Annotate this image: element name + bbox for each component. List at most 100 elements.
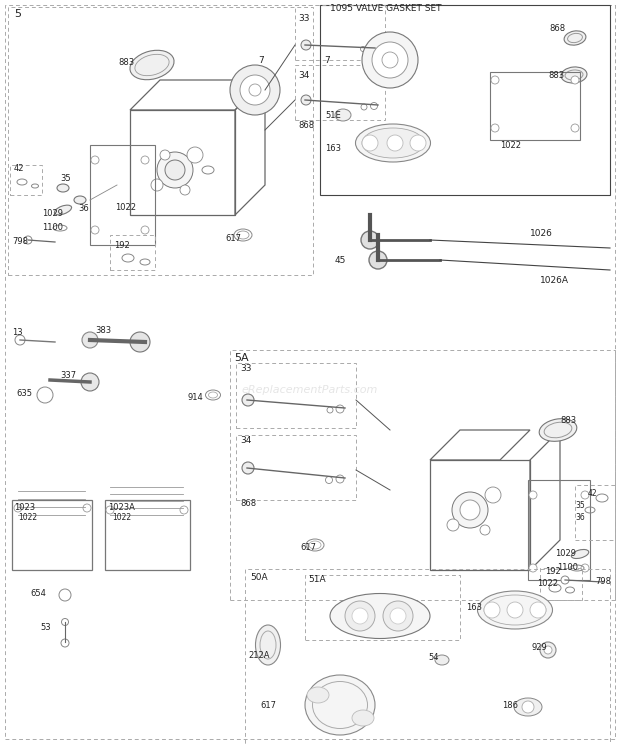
- Bar: [245, 569, 610, 744]
- Circle shape: [187, 147, 203, 163]
- Bar: [528, 480, 590, 580]
- Text: 1029: 1029: [42, 208, 63, 217]
- Circle shape: [61, 618, 68, 626]
- Bar: [105, 500, 190, 570]
- Text: 36: 36: [78, 204, 89, 213]
- Ellipse shape: [130, 51, 174, 80]
- Text: 798: 798: [12, 237, 28, 246]
- Text: 1022: 1022: [112, 513, 131, 522]
- Text: 868: 868: [240, 498, 256, 507]
- Bar: [130, 110, 235, 215]
- Text: 617: 617: [225, 234, 241, 243]
- Text: 33: 33: [240, 364, 252, 373]
- Text: 883: 883: [548, 71, 564, 80]
- Bar: [10, 165, 42, 195]
- Text: 1023: 1023: [14, 504, 35, 513]
- Circle shape: [230, 65, 280, 115]
- Text: 1100: 1100: [557, 562, 578, 571]
- Circle shape: [484, 602, 500, 618]
- Text: 868: 868: [298, 121, 314, 129]
- Circle shape: [180, 185, 190, 195]
- Text: 34: 34: [240, 435, 251, 444]
- Circle shape: [180, 506, 188, 514]
- Ellipse shape: [307, 687, 329, 703]
- Circle shape: [345, 601, 375, 631]
- Circle shape: [361, 104, 367, 110]
- Bar: [110, 235, 155, 270]
- Circle shape: [581, 564, 589, 572]
- Text: 13: 13: [12, 327, 22, 336]
- Circle shape: [485, 487, 501, 503]
- Circle shape: [361, 231, 379, 249]
- Ellipse shape: [355, 124, 430, 162]
- Text: 7: 7: [258, 56, 264, 65]
- Text: 45: 45: [335, 255, 347, 265]
- Text: 1029: 1029: [555, 548, 576, 557]
- Circle shape: [130, 332, 150, 352]
- Circle shape: [491, 76, 499, 84]
- Circle shape: [382, 52, 398, 68]
- Bar: [90, 145, 155, 245]
- Text: 34: 34: [298, 71, 309, 80]
- Circle shape: [529, 491, 537, 499]
- Circle shape: [336, 475, 344, 483]
- Circle shape: [327, 407, 333, 413]
- Text: 1026: 1026: [530, 228, 553, 237]
- Bar: [230, 350, 615, 600]
- Circle shape: [540, 642, 556, 658]
- Bar: [490, 72, 580, 140]
- Text: 635: 635: [16, 388, 32, 397]
- Circle shape: [14, 504, 22, 512]
- Circle shape: [383, 601, 413, 631]
- Text: 617: 617: [300, 544, 316, 553]
- Text: 186: 186: [502, 701, 518, 710]
- Text: 35: 35: [60, 173, 71, 182]
- Circle shape: [240, 75, 270, 105]
- Text: 617: 617: [260, 702, 276, 711]
- Circle shape: [59, 589, 71, 601]
- Circle shape: [447, 519, 459, 531]
- Text: 53: 53: [40, 623, 51, 632]
- Ellipse shape: [514, 698, 542, 716]
- Bar: [236, 363, 356, 428]
- Bar: [320, 5, 610, 195]
- Circle shape: [362, 32, 418, 88]
- Circle shape: [242, 394, 254, 406]
- Ellipse shape: [57, 184, 69, 192]
- Ellipse shape: [335, 109, 351, 121]
- Bar: [430, 460, 530, 570]
- Bar: [575, 485, 615, 540]
- Ellipse shape: [435, 655, 449, 665]
- Circle shape: [372, 42, 408, 78]
- Circle shape: [91, 156, 99, 164]
- Text: 868: 868: [549, 24, 565, 33]
- Circle shape: [336, 405, 344, 413]
- Ellipse shape: [352, 710, 374, 726]
- Circle shape: [165, 160, 185, 180]
- Circle shape: [522, 701, 534, 713]
- Text: 42: 42: [588, 489, 598, 498]
- Circle shape: [480, 525, 490, 535]
- Text: 1095 VALVE GASKET SET: 1095 VALVE GASKET SET: [330, 4, 441, 13]
- Circle shape: [157, 152, 193, 188]
- Text: 1022: 1022: [115, 202, 136, 211]
- Circle shape: [571, 76, 579, 84]
- Text: 883: 883: [118, 57, 134, 66]
- Circle shape: [571, 124, 579, 132]
- Bar: [236, 435, 356, 500]
- Circle shape: [37, 387, 53, 403]
- Bar: [8, 7, 313, 275]
- Circle shape: [491, 124, 499, 132]
- Circle shape: [61, 639, 69, 647]
- Circle shape: [81, 373, 99, 391]
- Bar: [12, 500, 92, 570]
- Text: eReplacementParts.com: eReplacementParts.com: [242, 385, 378, 395]
- Text: 51E: 51E: [325, 111, 341, 120]
- Ellipse shape: [539, 419, 577, 441]
- Ellipse shape: [477, 591, 552, 629]
- Circle shape: [544, 646, 552, 654]
- Circle shape: [160, 150, 170, 160]
- Circle shape: [561, 576, 569, 584]
- Text: 1026A: 1026A: [540, 275, 569, 284]
- Circle shape: [390, 608, 406, 624]
